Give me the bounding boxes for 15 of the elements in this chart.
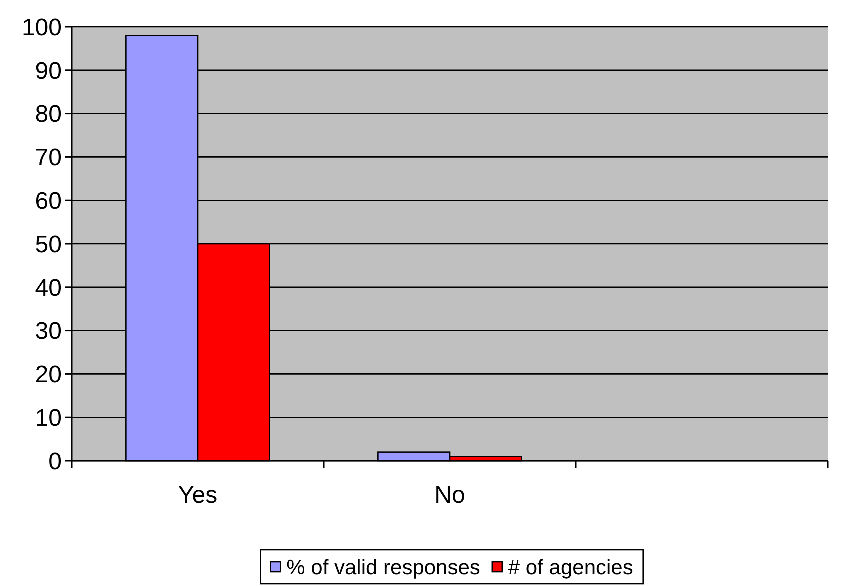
x-tick-label: No <box>434 482 466 509</box>
y-tick-label: 100 <box>22 14 62 42</box>
y-tick-label: 50 <box>35 231 62 258</box>
y-tick-label: 90 <box>35 58 62 85</box>
x-tick-label: Yes <box>178 482 218 509</box>
y-tick-label: 70 <box>35 144 62 172</box>
legend-label: % of valid responses <box>286 556 480 580</box>
y-tick-label: 40 <box>35 274 62 302</box>
y-tick-label: 10 <box>35 405 62 432</box>
y-tick-label: 60 <box>35 188 62 215</box>
y-tick-label: 80 <box>35 101 62 128</box>
y-tick-label: 0 <box>48 448 62 476</box>
legend-label: # of agencies <box>508 556 634 580</box>
y-tick-label: 20 <box>35 362 62 389</box>
y-tick-label: 30 <box>35 318 62 346</box>
